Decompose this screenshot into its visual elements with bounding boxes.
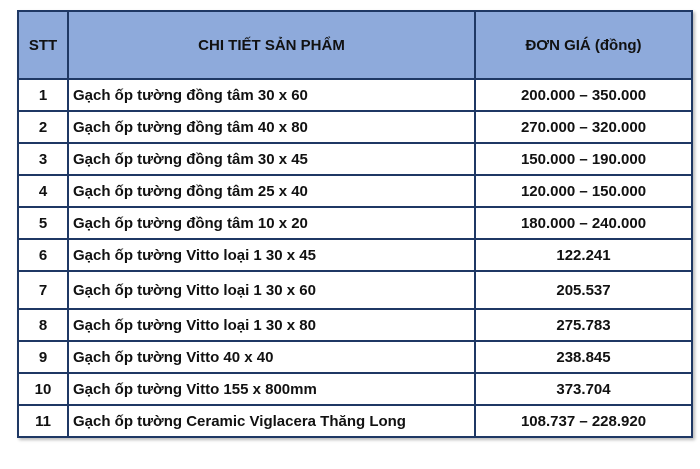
cell-stt: 11 <box>17 404 69 438</box>
cell-product: Gạch ốp tường đồng tâm 10 x 20 <box>67 206 476 240</box>
header-stt: STT <box>17 10 69 80</box>
table-row: 1 Gạch ốp tường đồng tâm 30 x 60 200.000 –… <box>17 78 693 112</box>
cell-price: 373.704 <box>474 372 693 406</box>
table-row: 5 Gạch ốp tường đồng tâm 10 x 20 180.000 –… <box>17 206 693 240</box>
cell-product: Gạch ốp tường đồng tâm 40 x 80 <box>67 110 476 144</box>
cell-price: 200.000 – 350.000 <box>474 78 693 112</box>
cell-price: 238.845 <box>474 340 693 374</box>
cell-product: Gạch ốp tường Vitto loại 1 30 x 60 <box>67 270 476 310</box>
cell-price: 180.000 – 240.000 <box>474 206 693 240</box>
table-row: 8 Gạch ốp tường Vitto loại 1 30 x 80 275.7… <box>17 308 693 342</box>
cell-price: 120.000 – 150.000 <box>474 174 693 208</box>
cell-price: 275.783 <box>474 308 693 342</box>
cell-stt: 2 <box>17 110 69 144</box>
cell-stt: 9 <box>17 340 69 374</box>
table-row: 6 Gạch ốp tường Vitto loại 1 30 x 45 122.2… <box>17 238 693 272</box>
cell-stt: 4 <box>17 174 69 208</box>
cell-product: Gạch ốp tường Ceramic Viglacera Thăng Lo… <box>67 404 476 438</box>
cell-product: Gạch ốp tường Vitto 40 x 40 <box>67 340 476 374</box>
cell-product: Gạch ốp tường đồng tâm 30 x 45 <box>67 142 476 176</box>
cell-price: 150.000 – 190.000 <box>474 142 693 176</box>
header-row: STT CHI TIẾT SẢN PHẨM ĐƠN GIÁ (đồng) <box>17 10 693 80</box>
cell-product: Gạch ốp tường Vitto loại 1 30 x 80 <box>67 308 476 342</box>
table-row: 11 Gạch ốp tường Ceramic Viglacera Thăng … <box>17 404 693 438</box>
cell-price: 270.000 – 320.000 <box>474 110 693 144</box>
table-row: 4 Gạch ốp tường đồng tâm 25 x 40 120.000 –… <box>17 174 693 208</box>
cell-stt: 6 <box>17 238 69 272</box>
cell-product: Gạch ốp tường Vitto 155 x 800mm <box>67 372 476 406</box>
cell-price: 108.737 – 228.920 <box>474 404 693 438</box>
cell-stt: 10 <box>17 372 69 406</box>
cell-stt: 8 <box>17 308 69 342</box>
cell-price: 205.537 <box>474 270 693 310</box>
cell-stt: 7 <box>17 270 69 310</box>
header-price: ĐƠN GIÁ (đồng) <box>474 10 693 80</box>
table-row: 10 Gạch ốp tường Vitto 155 x 800mm 373.704 <box>17 372 693 406</box>
table-row: 9 Gạch ốp tường Vitto 40 x 40 238.845 <box>17 340 693 374</box>
cell-stt: 1 <box>17 78 69 112</box>
cell-product: Gạch ốp tường Vitto loại 1 30 x 45 <box>67 238 476 272</box>
cell-product: Gạch ốp tường đồng tâm 25 x 40 <box>67 174 476 208</box>
cell-stt: 5 <box>17 206 69 240</box>
header-product: CHI TIẾT SẢN PHẨM <box>67 10 476 80</box>
table-row: 2 Gạch ốp tường đồng tâm 40 x 80 270.000 –… <box>17 110 693 144</box>
cell-price: 122.241 <box>474 238 693 272</box>
price-table: STT CHI TIẾT SẢN PHẨM ĐƠN GIÁ (đồng) 1 Gạ… <box>17 10 693 438</box>
table-row: 7 Gạch ốp tường Vitto loại 1 30 x 60 205.5… <box>17 270 693 310</box>
cell-product: Gạch ốp tường đồng tâm 30 x 60 <box>67 78 476 112</box>
cell-stt: 3 <box>17 142 69 176</box>
table-row: 3 Gạch ốp tường đồng tâm 30 x 45 150.000 –… <box>17 142 693 176</box>
